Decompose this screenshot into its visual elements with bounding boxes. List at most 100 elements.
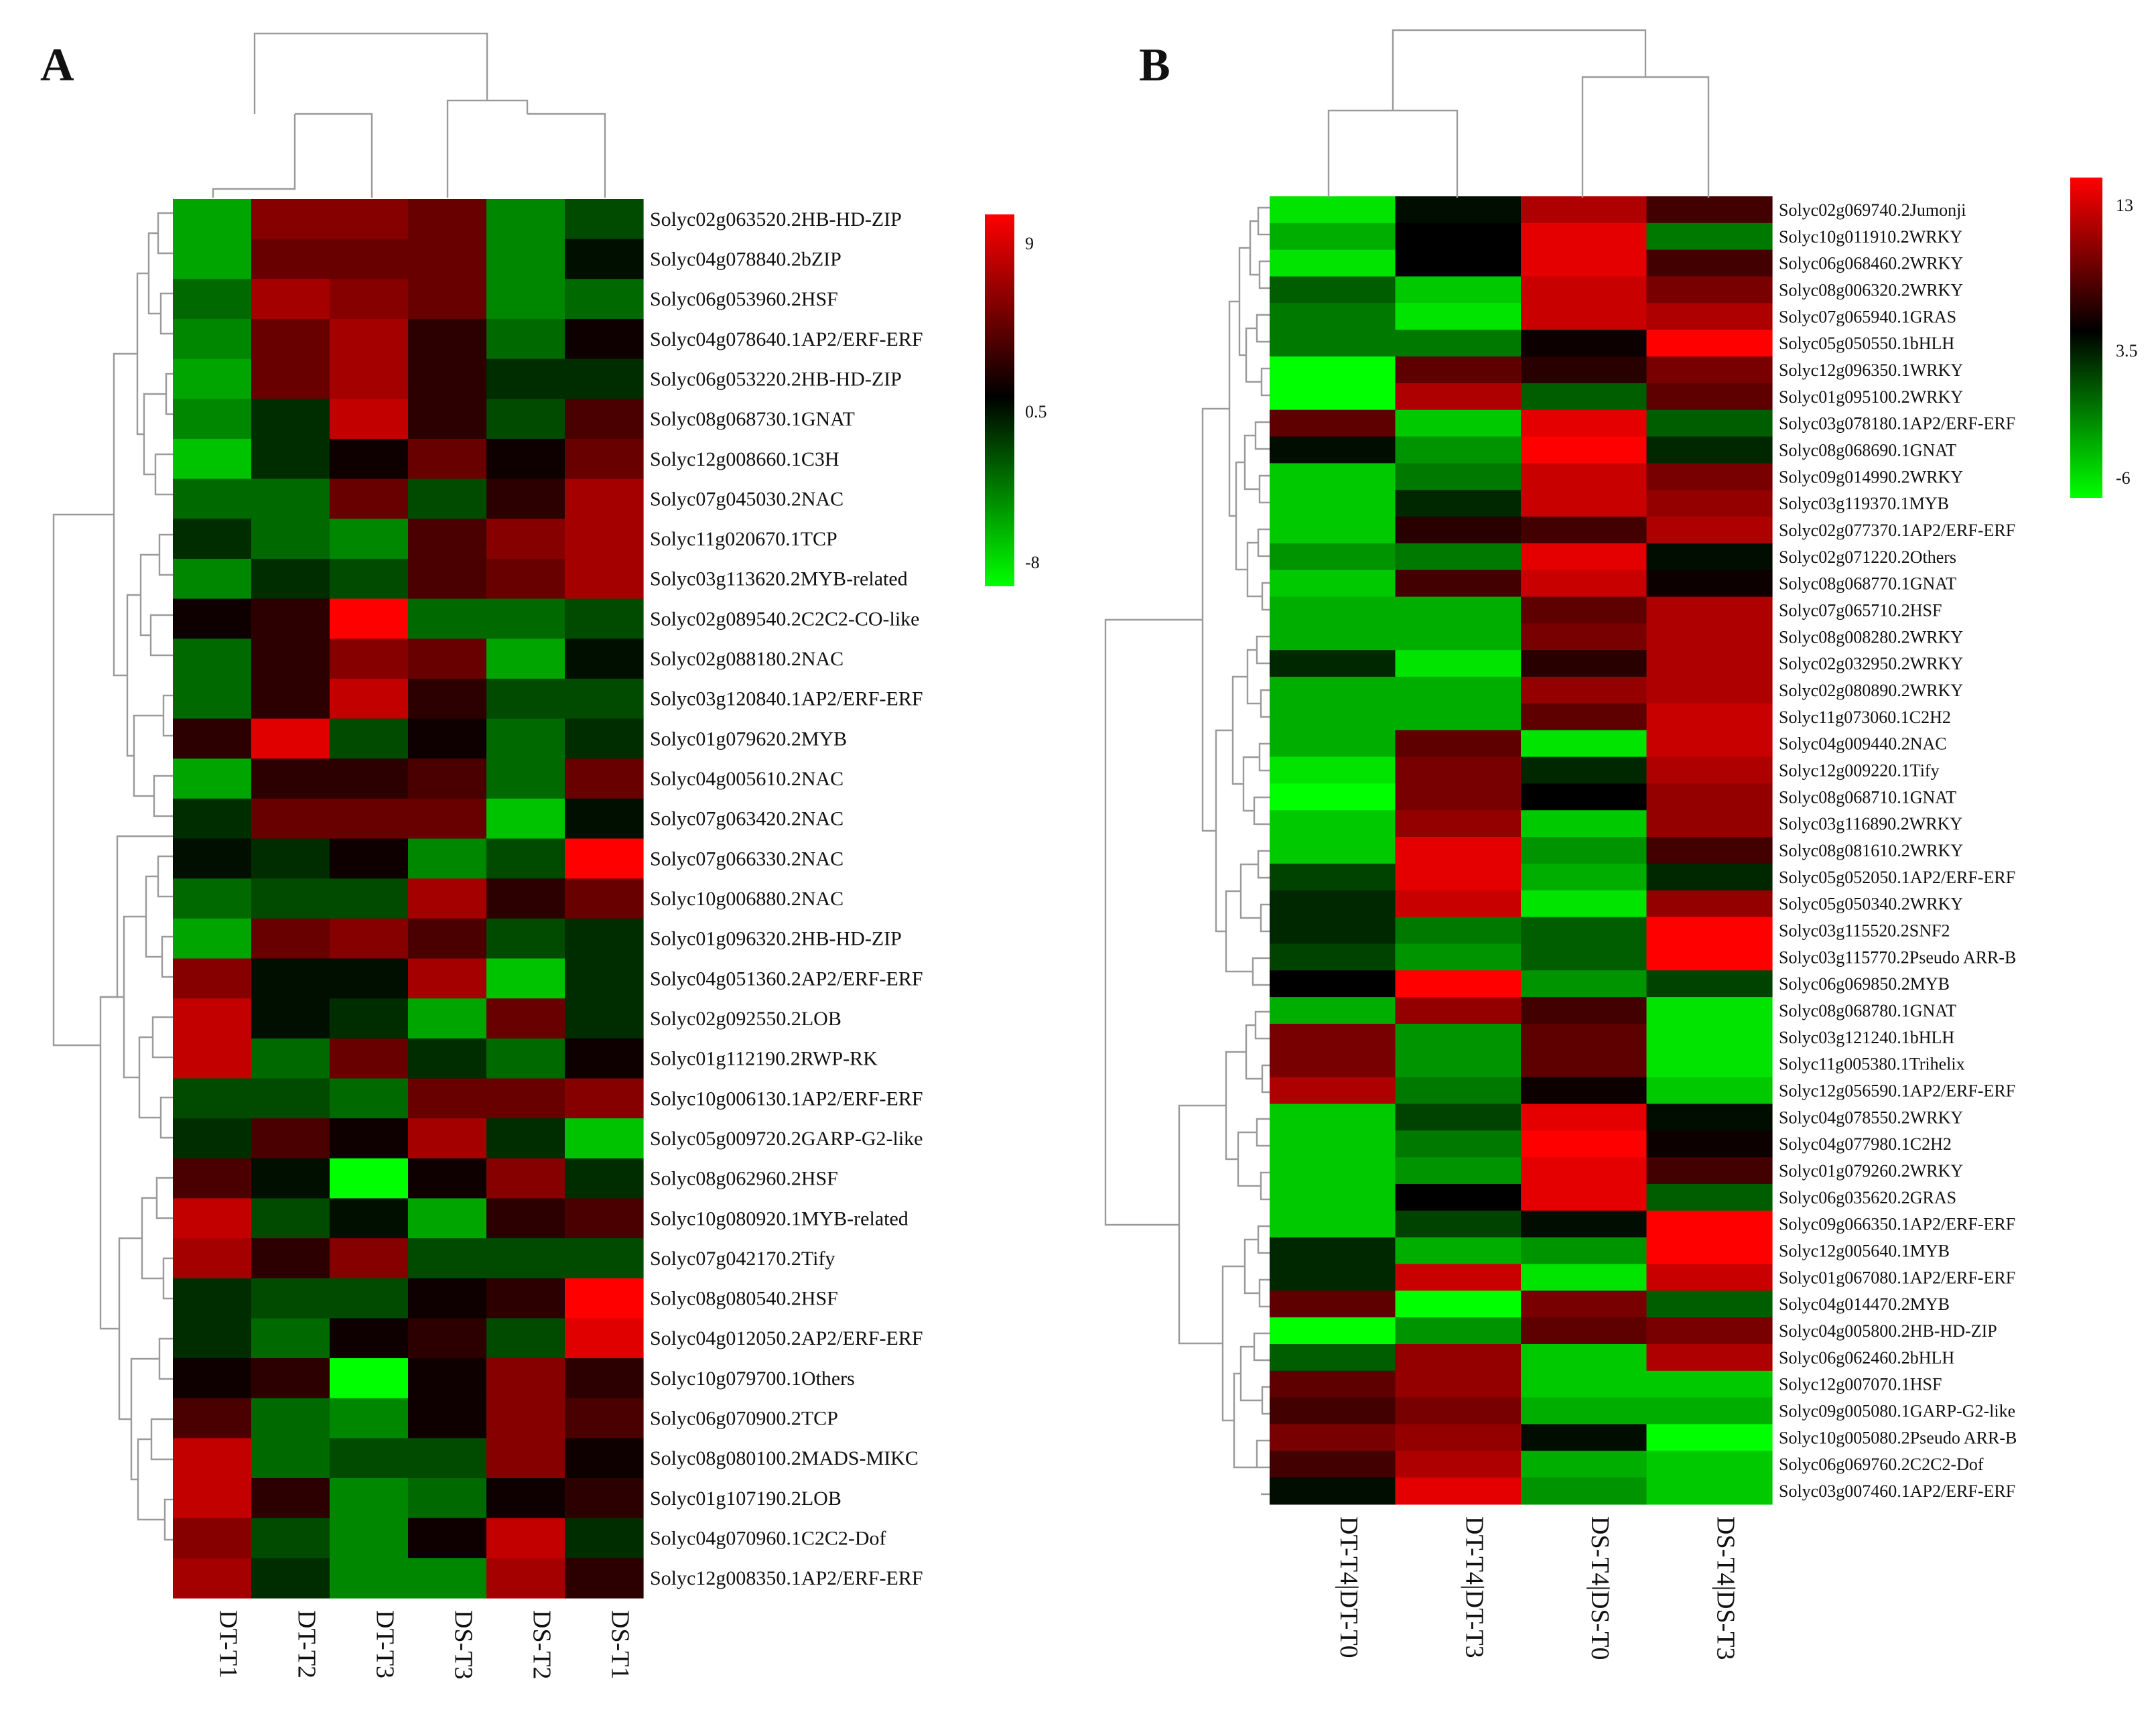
a-heatmap-cell	[408, 1158, 487, 1199]
b-column-label: DT-T4|DT-T0	[1335, 1516, 1363, 1658]
a-heatmap-cell	[330, 399, 409, 440]
b-heatmap-cell	[1270, 1210, 1396, 1238]
b-heatmap-cell	[1270, 730, 1396, 758]
b-heatmap-cell	[1270, 1424, 1396, 1451]
panel-b-column-dendrogram	[1327, 29, 1710, 198]
b-heatmap-cell	[1521, 1157, 1647, 1185]
a-row-label: Solyc12g008350.1AP2/ERF-ERF	[650, 1567, 923, 1589]
a-heatmap-cell	[486, 1158, 565, 1199]
a-heatmap-cell	[173, 718, 252, 759]
a-heatmap-cell	[486, 639, 565, 679]
b-heatmap-cell	[1521, 1424, 1647, 1451]
a-heatmap-cell	[330, 758, 409, 799]
a-heatmap-cell	[251, 478, 330, 519]
b-heatmap-cell	[1646, 330, 1773, 357]
b-heatmap-cell	[1521, 436, 1647, 464]
b-row-label: Solyc03g007460.1AP2/ERF-ERF	[1779, 1481, 2015, 1501]
b-heatmap-cell	[1270, 810, 1396, 838]
a-heatmap-cell	[173, 519, 252, 559]
b-heatmap-cell	[1521, 890, 1647, 918]
b-heatmap-cell	[1270, 517, 1396, 544]
panel-a-row-dendrogram	[52, 212, 173, 1541]
a-heatmap-cell	[330, 1158, 409, 1199]
b-heatmap-cell	[1270, 356, 1396, 384]
b-heatmap-cell	[1646, 1210, 1773, 1238]
b-heatmap-cell	[1646, 890, 1773, 918]
b-heatmap-cell	[1395, 730, 1522, 758]
a-heatmap-cell	[173, 478, 252, 519]
panel-b-row-labels: Solyc02g069740.2Jumonji Solyc10g011910.2W…	[1779, 200, 2017, 1501]
b-heatmap-cell	[1395, 1451, 1522, 1478]
b-heatmap-cell	[1270, 222, 1396, 251]
a-heatmap-cell	[408, 239, 487, 279]
a-heatmap-cell	[565, 1198, 644, 1239]
b-heatmap-cell	[1521, 1050, 1647, 1078]
a-heatmap-cell	[408, 1558, 487, 1599]
a-heatmap-cell	[251, 1038, 330, 1079]
b-row-label: Solyc01g095100.2WRKY	[1779, 387, 1963, 407]
a-heatmap-cell	[486, 678, 565, 720]
a-heatmap-cell	[565, 399, 644, 440]
a-heatmap-cell	[565, 1438, 644, 1479]
b-row-label: Solyc06g069760.2C2C2-Dof	[1779, 1455, 1984, 1474]
a-column-label: DS-T2	[528, 1610, 556, 1679]
a-heatmap-cell	[251, 1198, 330, 1239]
b-heatmap-cell	[1646, 1077, 1773, 1105]
a-heatmap-cell	[486, 798, 565, 840]
a-row-label: Solyc06g070900.2TCP	[650, 1408, 838, 1430]
a-row-label: Solyc01g112190.2RWP-RK	[650, 1048, 878, 1070]
b-heatmap-cell	[1395, 276, 1522, 304]
b-heatmap-cell	[1270, 943, 1396, 971]
b-heatmap-cell	[1395, 570, 1522, 598]
b-heatmap-cell	[1521, 490, 1647, 517]
a-heatmap-cell	[173, 239, 252, 279]
b-heatmap-cell	[1521, 677, 1647, 704]
a-heatmap-cell	[408, 1398, 487, 1439]
b-heatmap-cell	[1521, 1317, 1647, 1345]
a-heatmap-cell	[173, 199, 252, 240]
b-heatmap-cell	[1521, 997, 1647, 1024]
b-heatmap-cell	[1521, 1237, 1647, 1265]
b-heatmap-cell	[1270, 1451, 1396, 1478]
a-row-label: Solyc04g078640.1AP2/ERF-ERF	[650, 328, 923, 350]
b-heatmap-cell	[1521, 249, 1647, 277]
b-row-label: Solyc08g068770.1GNAT	[1779, 574, 1956, 594]
b-heatmap-cell	[1646, 1130, 1773, 1158]
a-heatmap-cell	[330, 718, 409, 759]
b-heatmap-cell	[1646, 943, 1773, 971]
b-heatmap-cell	[1395, 249, 1522, 277]
a-heatmap-cell	[330, 1118, 409, 1159]
b-heatmap-cell	[1395, 703, 1522, 731]
b-heatmap-cell	[1270, 1104, 1396, 1131]
b-heatmap-cell	[1270, 890, 1396, 918]
b-heatmap-cell	[1521, 943, 1647, 971]
a-heatmap-cell	[486, 718, 565, 759]
b-heatmap-cell	[1521, 1370, 1647, 1398]
a-heatmap-cell	[408, 838, 487, 879]
a-row-label: Solyc08g062960.2HSF	[650, 1168, 838, 1190]
b-heatmap-cell	[1395, 943, 1522, 971]
a-heatmap-cell	[251, 1278, 330, 1319]
panel-a-color-legend: 9 0.5 -8	[985, 214, 1047, 586]
b-heatmap-cell	[1646, 196, 1773, 224]
a-heatmap-cell	[565, 998, 644, 1039]
panel-a-row-labels: Solyc02g063520.2HB-HD-ZIP Solyc04g078840.…	[650, 208, 923, 1589]
a-row-label: Solyc07g063420.2NAC	[650, 808, 844, 830]
b-row-label: Solyc01g079260.2WRKY	[1779, 1161, 1963, 1181]
b-row-label: Solyc11g005380.1Trihelix	[1779, 1055, 1965, 1074]
panel-b-heatmap	[1270, 196, 1773, 1505]
legend-a-tick-min: -8	[1025, 553, 1040, 572]
b-heatmap-cell	[1646, 703, 1773, 731]
a-row-label: Solyc04g051360.2AP2/ERF-ERF	[650, 968, 923, 990]
b-heatmap-cell	[1270, 677, 1396, 704]
b-heatmap-cell	[1395, 330, 1522, 357]
panel-b-letter: B	[1139, 40, 1170, 91]
b-heatmap-cell	[1646, 783, 1773, 811]
b-heatmap-cell	[1395, 463, 1522, 490]
a-heatmap-cell	[330, 1398, 409, 1439]
a-column-label: DT-T1	[214, 1610, 243, 1678]
b-heatmap-cell	[1521, 863, 1647, 891]
b-heatmap-cell	[1521, 783, 1647, 811]
b-row-label: Solyc03g121240.1bHLH	[1779, 1028, 1954, 1047]
b-heatmap-cell	[1395, 1104, 1522, 1131]
